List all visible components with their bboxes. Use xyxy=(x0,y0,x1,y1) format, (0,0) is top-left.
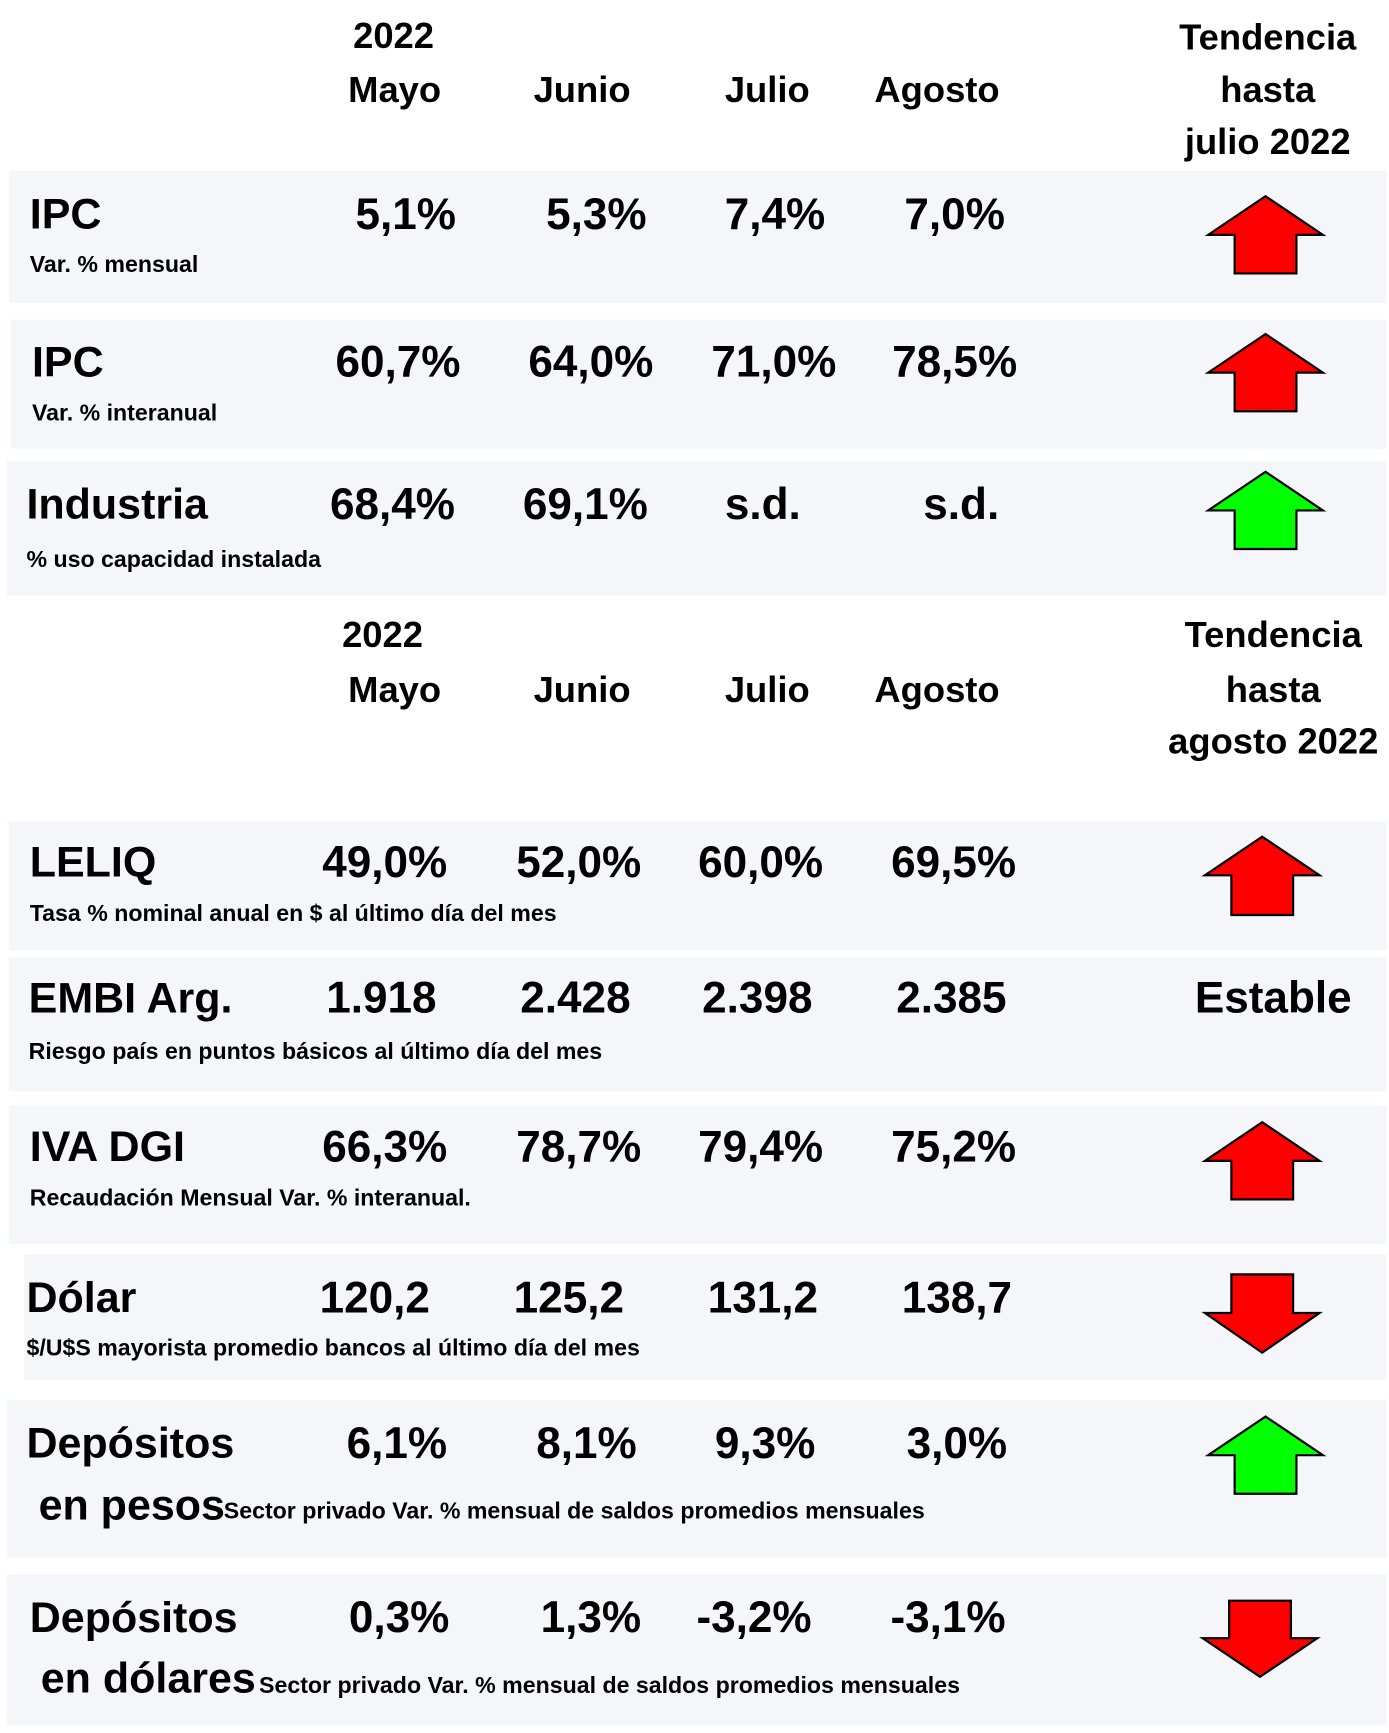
value: 2.428 xyxy=(520,974,630,1023)
value: 66,3% xyxy=(322,1122,447,1171)
row-label: EMBI Arg. xyxy=(29,974,233,1022)
row-background xyxy=(11,319,1387,449)
row-label: LELIQ xyxy=(30,839,157,887)
trend-heading: hasta xyxy=(1226,669,1322,710)
arrow-up xyxy=(1201,1120,1324,1201)
year: 2022 xyxy=(342,614,423,655)
row-sublabel: Recaudación Mensual Var. % interanual. xyxy=(30,1185,471,1211)
value: 5,1% xyxy=(355,190,455,239)
row-sublabel: % uso capacidad instalada xyxy=(26,546,322,572)
month: Agosto xyxy=(874,669,999,710)
month: Julio xyxy=(725,69,810,110)
value: 1.918 xyxy=(326,974,436,1023)
value: 3,0% xyxy=(907,1419,1007,1468)
year: 2022 xyxy=(353,15,434,56)
row-background xyxy=(8,956,1387,1092)
row-label-2: en pesos xyxy=(39,1481,225,1529)
value: 60,0% xyxy=(698,838,823,887)
trend-heading: Tendencia xyxy=(1185,614,1363,655)
month: Mayo xyxy=(348,69,441,110)
trend-heading: julio 2022 xyxy=(1184,121,1351,162)
value: 7,4% xyxy=(725,190,825,239)
value: 131,2 xyxy=(708,1273,818,1322)
trend-heading: Tendencia xyxy=(1179,16,1357,57)
value: 69,5% xyxy=(891,838,1016,887)
value: 78,7% xyxy=(516,1122,641,1171)
value: s.d. xyxy=(725,480,801,529)
row-sublabel: Sector privado Var. % mensual de saldos … xyxy=(259,1672,960,1698)
month: Junio xyxy=(534,669,631,710)
row-sublabel: Var. % interanual xyxy=(32,400,217,426)
value: 69,1% xyxy=(523,480,648,529)
value: 125,2 xyxy=(514,1273,624,1322)
value: 49,0% xyxy=(322,838,447,887)
value: 75,2% xyxy=(891,1122,1016,1171)
value: 138,7 xyxy=(902,1273,1012,1322)
arrow-up xyxy=(1204,332,1327,413)
row-backgrounds xyxy=(6,170,1387,1726)
row-background xyxy=(6,1400,1387,1558)
value: 64,0% xyxy=(528,338,653,387)
value: 120,2 xyxy=(320,1273,430,1322)
value: 9,3% xyxy=(715,1419,815,1468)
row-label: Dólar xyxy=(26,1274,136,1322)
value: -3,2% xyxy=(696,1593,811,1642)
row-sublabel: Riesgo país en puntos básicos al último … xyxy=(29,1038,603,1064)
row-label: Industria xyxy=(26,480,209,528)
row-label: IPC xyxy=(30,191,102,239)
row-sublabel: Var. % mensual xyxy=(30,251,199,277)
value: 5,3% xyxy=(546,190,646,239)
value: 78,5% xyxy=(892,338,1017,387)
value: 6,1% xyxy=(347,1419,447,1468)
trend-heading: agosto 2022 xyxy=(1168,721,1378,762)
arrow-up xyxy=(1204,194,1327,275)
value: 79,4% xyxy=(698,1122,823,1171)
value: -3,1% xyxy=(890,1593,1005,1642)
value: 60,7% xyxy=(335,338,460,387)
row-label: IVA DGI xyxy=(30,1123,185,1171)
value: 0,3% xyxy=(349,1593,449,1642)
row-background xyxy=(8,1105,1387,1244)
value: 2.385 xyxy=(896,974,1006,1023)
row-label: Depósitos xyxy=(30,1594,238,1642)
arrow-up xyxy=(1204,470,1327,551)
trend-heading: hasta xyxy=(1220,69,1316,110)
trend: Estable xyxy=(1195,974,1352,1023)
value: s.d. xyxy=(923,480,999,529)
month: Mayo xyxy=(348,669,441,710)
row-label: Depósitos xyxy=(26,1420,234,1468)
month: Junio xyxy=(534,69,631,110)
arrow-down xyxy=(1199,1599,1321,1679)
row-background xyxy=(8,821,1387,951)
value: 1,3% xyxy=(541,1593,641,1642)
arrow-up xyxy=(1204,1415,1327,1495)
row-background xyxy=(6,460,1387,596)
value: 7,0% xyxy=(904,190,1004,239)
arrow-down xyxy=(1201,1273,1324,1354)
row-sublabel: Tasa % nominal anual en $ al último día … xyxy=(30,900,557,926)
value: 71,0% xyxy=(711,338,836,387)
row-sublabel: Sector privado Var. % mensual de saldos … xyxy=(224,1498,925,1524)
row-label: IPC xyxy=(32,338,104,386)
row-sublabel: $/U$S mayorista promedio bancos al últim… xyxy=(26,1334,639,1360)
row-label-2: en dólares xyxy=(41,1655,256,1703)
month: Agosto xyxy=(874,69,999,110)
value: 8,1% xyxy=(536,1419,636,1468)
month: Julio xyxy=(725,669,810,710)
row-background xyxy=(24,1254,1387,1381)
trend-arrows xyxy=(1199,194,1327,1679)
value: 2.398 xyxy=(702,974,812,1023)
row-background xyxy=(6,1574,1387,1726)
value: 52,0% xyxy=(516,838,641,887)
value: 68,4% xyxy=(330,480,455,529)
arrow-up xyxy=(1201,835,1324,917)
row-background xyxy=(8,170,1387,304)
